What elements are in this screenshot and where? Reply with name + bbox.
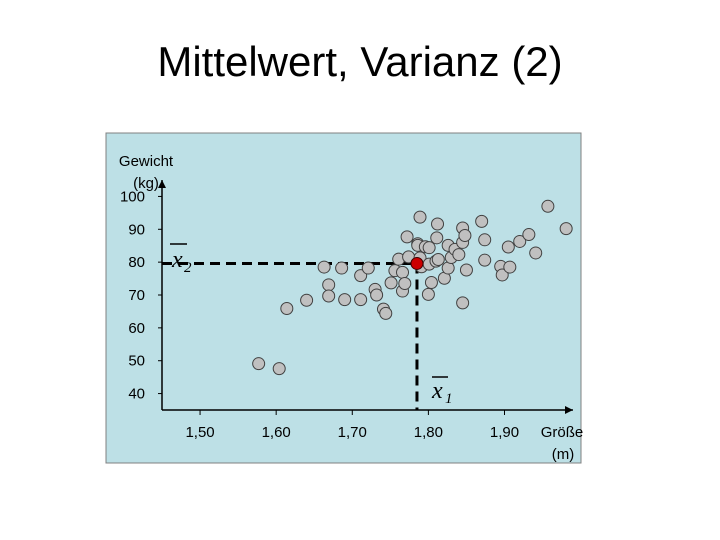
data-point: [495, 268, 509, 282]
x-tick-label: 1,70: [338, 424, 367, 441]
data-point: [396, 265, 410, 279]
mean-y-var: x: [171, 247, 183, 273]
data-point: [431, 253, 445, 267]
data-point: [478, 253, 492, 267]
data-point: [478, 233, 492, 247]
data-point: [400, 230, 414, 244]
y-tick-label: 90: [128, 221, 145, 238]
data-point: [458, 229, 472, 243]
mean-y-subscript: 2: [184, 260, 192, 276]
x-axis-label-line1: Größe: [541, 424, 584, 441]
data-point: [322, 278, 336, 292]
axes-layer: 40 50 60 70 80 90 100 1,50 1,60 1,70 1,80 1,90: [120, 180, 573, 441]
data-point: [541, 199, 555, 213]
x-axis-arrow: [565, 406, 573, 414]
data-point: [252, 357, 266, 371]
data-point: [501, 240, 515, 254]
mean-lines: [162, 261, 419, 410]
data-point: [522, 228, 536, 242]
y-axis-arrow: [158, 180, 166, 188]
data-point: [361, 261, 375, 275]
data-point: [280, 301, 294, 315]
y-tick-label: 80: [128, 254, 145, 271]
y-tick-label: 50: [128, 353, 145, 370]
data-point: [335, 261, 349, 275]
x-tick-label: 1,90: [490, 424, 519, 441]
data-point: [430, 231, 444, 245]
x-axis-title: Größe (m): [541, 424, 584, 463]
data-point: [422, 241, 436, 255]
data-point: [503, 260, 517, 274]
y-tick-label: 60: [128, 320, 145, 337]
mean-x-var: x: [431, 378, 443, 404]
y-axis-label-line2: (kg): [133, 175, 159, 192]
data-point: [421, 287, 435, 301]
slide-title: Mittelwert, Varianz (2): [157, 38, 563, 85]
data-point: [354, 293, 368, 307]
data-point: [529, 246, 543, 260]
data-point: [424, 276, 438, 290]
data-point: [475, 214, 489, 228]
mean-point: [410, 256, 424, 270]
y-tick-label: 100: [120, 188, 145, 205]
x-tick-label: 1,60: [262, 424, 291, 441]
mean-x-symbol: x 1: [431, 376, 453, 407]
y-tick-label: 40: [128, 386, 145, 403]
data-point: [300, 293, 314, 307]
data-point: [559, 222, 573, 236]
data-point: [452, 248, 466, 262]
data-point: [272, 362, 286, 376]
x-tick-label: 1,80: [414, 424, 443, 441]
data-point: [370, 288, 384, 302]
y-axis-title: Gewicht (kg): [119, 153, 174, 192]
data-point: [459, 263, 473, 277]
mean-point-layer: [410, 256, 424, 270]
data-point: [317, 260, 331, 274]
data-point: [322, 289, 336, 303]
data-point: [398, 277, 412, 290]
x-axis-label-line2: (m): [552, 446, 575, 463]
y-tick-label: 70: [128, 287, 145, 304]
mean-x-subscript: 1: [445, 391, 453, 407]
y-axis-label-line1: Gewicht: [119, 153, 174, 170]
data-point: [379, 306, 393, 320]
mean-y-symbol: x 2: [170, 243, 192, 276]
data-point: [338, 293, 352, 307]
data-point: [413, 210, 427, 224]
data-point: [384, 276, 398, 290]
data-point: [431, 217, 445, 231]
data-point: [513, 234, 527, 248]
x-tick-label: 1,50: [185, 424, 214, 441]
data-point: [456, 296, 470, 310]
